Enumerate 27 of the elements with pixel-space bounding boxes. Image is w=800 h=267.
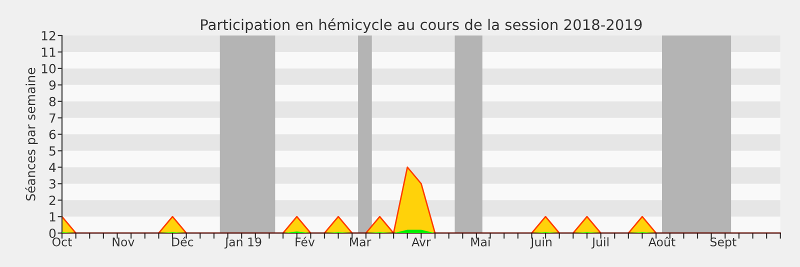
x-tick-label: Mar xyxy=(350,238,372,246)
y-tick-label: 9 xyxy=(49,80,56,90)
y-tick-label: 12 xyxy=(42,30,56,40)
y-tick-label: 11 xyxy=(42,48,56,57)
y-tick-label: 8 xyxy=(49,96,56,106)
x-tick-label: Avr xyxy=(412,238,431,246)
x-tick-label: Mai xyxy=(471,237,490,246)
x-tick-label: Juil xyxy=(591,237,608,249)
x-tick-label: Nov xyxy=(112,238,134,246)
y-tick-label: 7 xyxy=(50,113,56,123)
y-tick-label: 0 xyxy=(49,228,56,238)
y-tick-label: 2 xyxy=(49,196,56,205)
y-tick-label: 10 xyxy=(42,64,56,74)
x-tick-label: Sept xyxy=(710,237,736,249)
x-tick-label: Août xyxy=(648,236,676,246)
x-tick-label: Jan 19 xyxy=(224,237,262,249)
x-tick-label: Oct xyxy=(52,237,72,246)
x-tick-label: Déc xyxy=(172,236,194,246)
y-tick-label: 6 xyxy=(49,130,56,140)
chart-title: Participation en hémicycle au cours de la session 2018-2019 xyxy=(201,18,642,33)
x-tick-label: Fév xyxy=(296,236,315,246)
y-tick-label: 1 xyxy=(50,212,56,222)
x-tick-label: Juin xyxy=(530,237,552,249)
y-axis-title: Séances par semaine xyxy=(25,68,38,201)
y-tick-label: 5 xyxy=(49,146,56,156)
y-tick-label: 4 xyxy=(49,162,56,172)
y-tick-label: 3 xyxy=(49,179,56,189)
